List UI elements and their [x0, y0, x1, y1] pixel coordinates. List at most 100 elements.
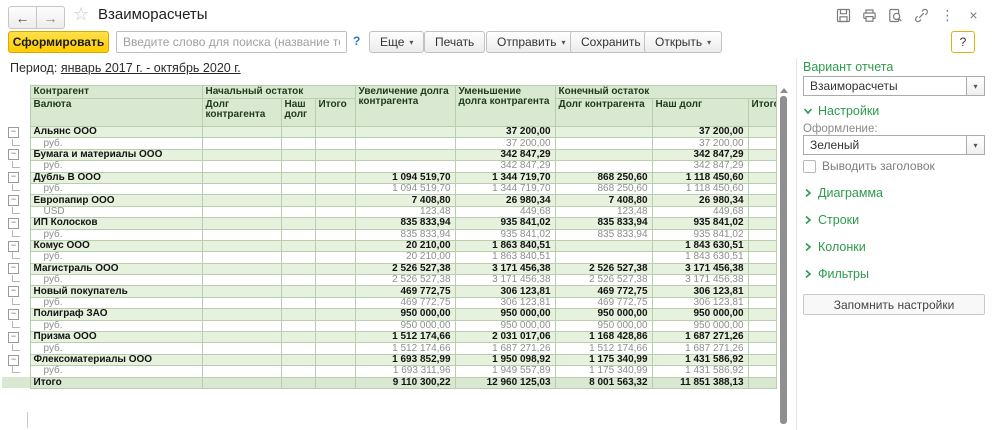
cell-value[interactable] — [201, 331, 282, 344]
cell-value[interactable]: 1 693 852,99 — [354, 353, 456, 367]
cell-value[interactable] — [201, 342, 282, 355]
cell-value[interactable]: 868 250,60 — [554, 182, 653, 196]
table-row[interactable]: − Магистраль ООО 2 526 527,38 3 171 456,38 2… — [2, 262, 777, 276]
row-gutter[interactable]: − — [2, 263, 30, 275]
cell-value[interactable]: 1 863 840,51 — [454, 239, 556, 253]
cell-value[interactable]: 935 841,02 — [651, 217, 749, 230]
cell-value[interactable] — [314, 274, 356, 287]
save-icon[interactable] — [835, 7, 852, 24]
cell-value[interactable]: 1 168 428,86 — [554, 331, 653, 344]
cell-value[interactable]: 1 431 586,92 — [651, 365, 749, 378]
cell-value[interactable] — [280, 308, 316, 321]
cell-value[interactable] — [201, 194, 282, 207]
cell-value[interactable]: 3 171 456,38 — [454, 262, 556, 276]
cell-value[interactable] — [201, 228, 282, 241]
print-icon[interactable] — [861, 7, 878, 24]
cell-value[interactable] — [314, 262, 356, 276]
cell-value[interactable] — [314, 125, 356, 139]
cell-value[interactable]: 11 851 388,13 — [651, 376, 749, 390]
close-icon[interactable]: × — [969, 7, 978, 23]
cell-value[interactable]: 3 171 456,38 — [454, 274, 556, 287]
cell-value[interactable]: 950 000,00 — [651, 319, 749, 333]
cell-value[interactable] — [280, 125, 316, 139]
cell-currency[interactable]: руб. — [29, 160, 203, 173]
remember-settings-button[interactable]: Запомнить настройки — [803, 294, 985, 315]
table-row[interactable]: − Комус ООО 20 210,00 1 863 840,51 1 843 630… — [2, 239, 777, 253]
cell-value[interactable] — [747, 262, 777, 276]
cell-value[interactable] — [280, 251, 316, 264]
cell-value[interactable] — [201, 205, 282, 219]
cell-value[interactable] — [747, 228, 777, 241]
cell-value[interactable] — [747, 331, 777, 344]
row-gutter[interactable]: − — [2, 354, 30, 366]
cell-value[interactable] — [314, 205, 356, 219]
cell-value[interactable] — [747, 376, 777, 390]
cell-value[interactable]: 469 772,75 — [354, 296, 456, 310]
cell-value[interactable] — [747, 251, 777, 264]
cell-value[interactable] — [201, 239, 282, 253]
cell-value[interactable]: 835 833,94 — [354, 217, 456, 230]
cell-contractor[interactable]: Альянс ООО — [29, 125, 203, 139]
collapse-row-icon[interactable]: − — [8, 263, 19, 275]
cell-value[interactable]: 37 200,00 — [651, 125, 749, 139]
cell-value[interactable] — [280, 353, 316, 367]
cell-contractor[interactable]: Флексоматериалы ООО — [29, 353, 203, 367]
table-row[interactable]: USD 123,48 449,68 123,48 449,68 — [2, 205, 777, 219]
cell-currency[interactable]: руб. — [29, 365, 203, 378]
table-row[interactable]: руб. 342 847,29 342 847,29 — [2, 160, 777, 173]
section-columns[interactable]: Колонки — [803, 240, 985, 254]
table-row[interactable]: руб. 835 833,94 935 841,02 835 833,94 935 84… — [2, 228, 777, 241]
cell-value[interactable]: 2 526 527,38 — [354, 262, 456, 276]
cell-value[interactable] — [280, 331, 316, 344]
cell-value[interactable] — [201, 125, 282, 139]
cell-value[interactable] — [201, 285, 282, 298]
cell-value[interactable]: 2 031 017,06 — [454, 331, 556, 344]
cell-value[interactable]: 20 210,00 — [354, 239, 456, 253]
more-menu-icon[interactable]: ⋮ — [940, 7, 955, 23]
cell-value[interactable]: 26 980,34 — [454, 194, 556, 207]
cell-value[interactable]: 1 693 311,96 — [354, 365, 456, 378]
more-button[interactable]: Еще ▾ — [369, 31, 425, 53]
cell-value[interactable] — [280, 205, 316, 219]
cell-value[interactable] — [280, 319, 316, 333]
collapse-row-icon[interactable]: − — [8, 218, 19, 229]
table-row[interactable]: руб. 2 526 527,38 3 171 456,38 2 526 527,38… — [2, 274, 777, 287]
cell-value[interactable] — [747, 160, 777, 173]
section-diagram[interactable]: Диаграмма — [803, 186, 985, 200]
cell-value[interactable] — [747, 171, 777, 184]
cell-value[interactable] — [280, 296, 316, 310]
cell-value[interactable]: 950 000,00 — [554, 308, 653, 321]
cell-value[interactable]: 1 687 271,26 — [651, 331, 749, 344]
cell-value[interactable]: 123,48 — [554, 205, 653, 219]
cell-value[interactable]: 835 833,94 — [554, 228, 653, 241]
table-row[interactable]: руб. 1 693 311,96 1 949 557,89 1 175 340,99… — [2, 365, 777, 378]
cell-currency[interactable]: руб. — [29, 296, 203, 310]
back-button[interactable]: ← — [8, 6, 37, 29]
cell-value[interactable] — [280, 376, 316, 390]
cell-value[interactable]: 7 408,80 — [554, 194, 653, 207]
cell-value[interactable]: 950 000,00 — [454, 308, 556, 321]
cell-value[interactable] — [747, 125, 777, 139]
table-row[interactable]: руб. 469 772,75 306 123,81 469 772,75 306 12… — [2, 296, 777, 310]
cell-value[interactable]: 1 175 340,99 — [554, 353, 653, 367]
link-icon[interactable] — [913, 7, 930, 24]
cell-value[interactable]: 950 000,00 — [354, 319, 456, 333]
cell-value[interactable] — [201, 308, 282, 321]
cell-value[interactable] — [747, 319, 777, 333]
cell-value[interactable]: 469 772,75 — [554, 296, 653, 310]
settings-section-header[interactable]: Настройки — [803, 104, 985, 118]
cell-value[interactable]: 37 200,00 — [454, 137, 556, 150]
row-gutter[interactable]: − — [2, 172, 30, 184]
cell-value[interactable]: 469 772,75 — [354, 285, 456, 298]
collapse-row-icon[interactable]: − — [8, 309, 19, 320]
cell-value[interactable] — [314, 365, 356, 378]
cell-currency[interactable]: руб. — [29, 319, 203, 333]
cell-value[interactable]: 2 526 527,38 — [554, 274, 653, 287]
cell-value[interactable] — [747, 239, 777, 253]
vertical-scrollbar[interactable] — [780, 96, 787, 424]
cell-value[interactable] — [280, 148, 316, 162]
cell-value[interactable] — [747, 296, 777, 310]
cell-value[interactable] — [201, 217, 282, 230]
cell-value[interactable] — [201, 251, 282, 264]
cell-value[interactable] — [314, 376, 356, 390]
